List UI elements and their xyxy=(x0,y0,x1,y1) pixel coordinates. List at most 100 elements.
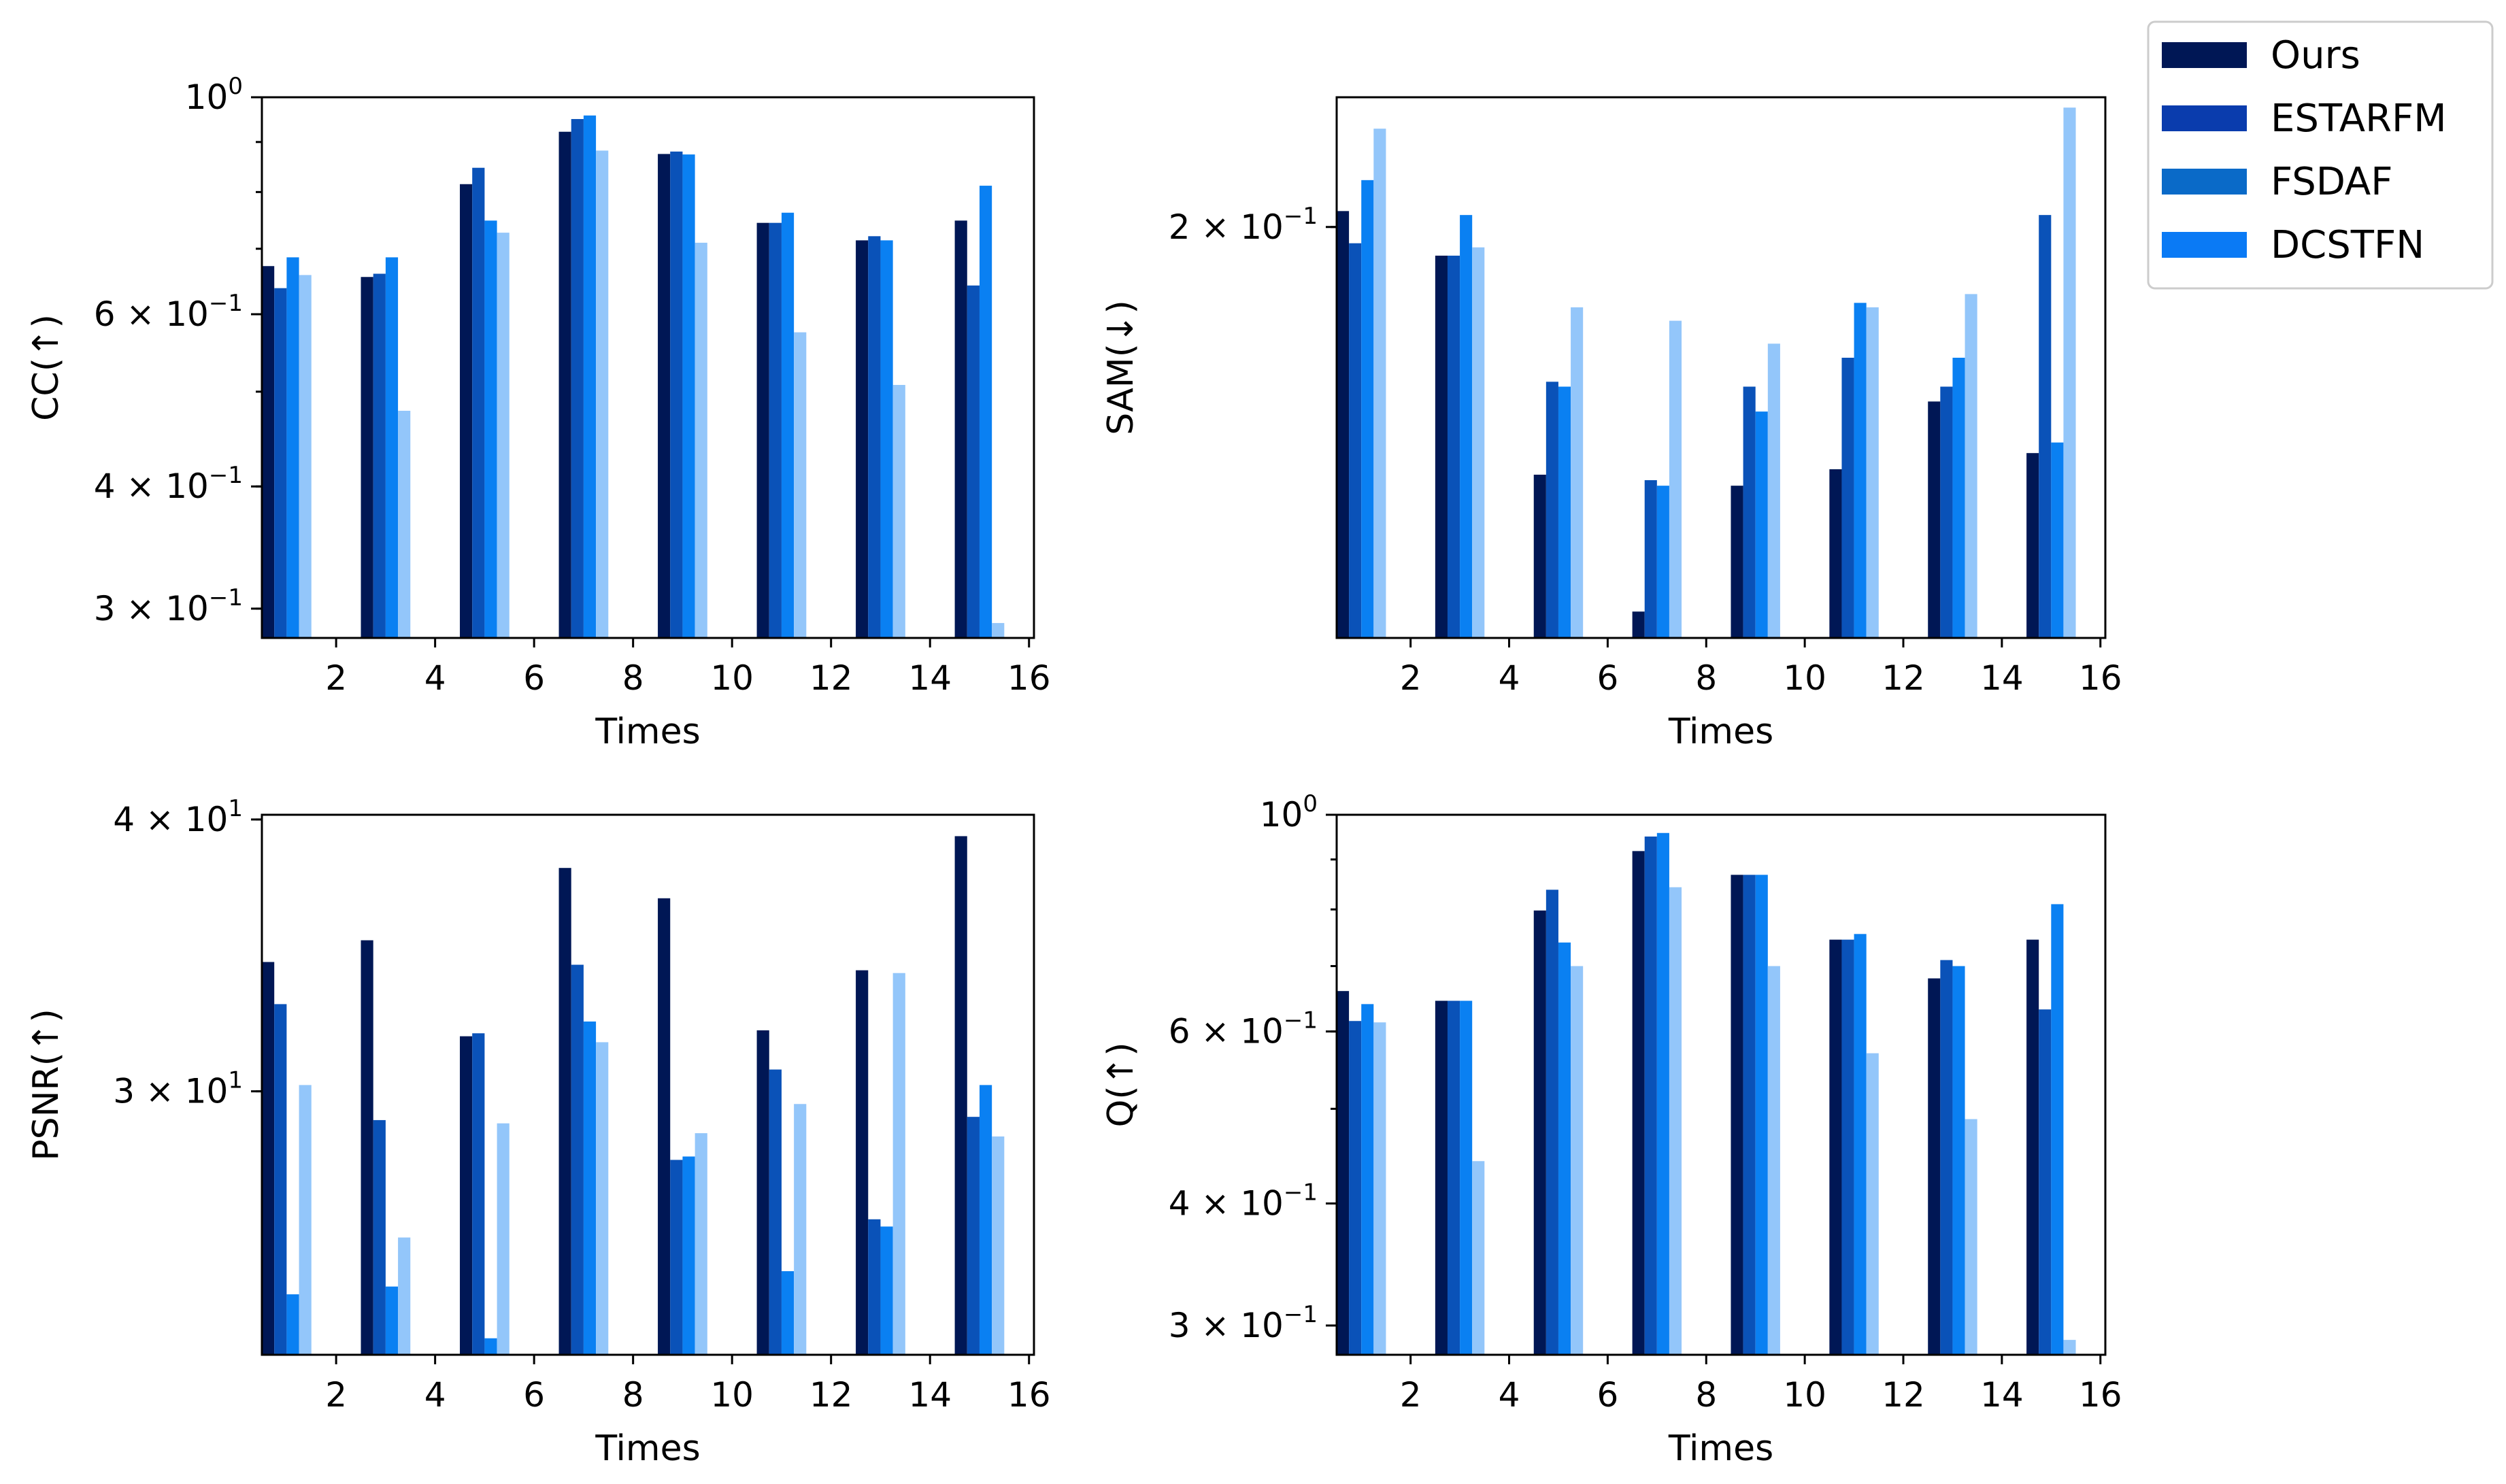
y-tick-label-psnr-0: 4 × 101 xyxy=(113,795,243,839)
bar-psnr-ours-2 xyxy=(361,940,373,1355)
y-axis-label-sam: SAM(↓) xyxy=(1101,300,1141,435)
y-tick-label-q-1: 6 × 10−1 xyxy=(1169,1007,1318,1051)
bar-q-dcstfn-1 xyxy=(1373,1022,1386,1355)
bar-q-ours-3 xyxy=(1533,910,1546,1355)
x-tick-label-cc-2: 2 xyxy=(325,658,347,698)
bar-sam-fsdaf-2 xyxy=(1460,215,1473,638)
bar-sam-dcstfn-1 xyxy=(1373,129,1386,638)
bar-q-dcstfn-7 xyxy=(1965,1119,1977,1355)
bar-psnr-ours-7 xyxy=(856,970,869,1355)
chart-q: 2 4 6 8 10 12 14 16 100 6 × 10−1 4 × 10−1 3 × 10−1 T… xyxy=(1101,790,2122,1469)
x-tick-label-cc-10: 10 xyxy=(710,658,754,698)
x-tick-label-psnr-8: 8 xyxy=(622,1375,644,1415)
bar-cc-dcstfn-1 xyxy=(299,275,312,638)
bar-sam-dcstfn-7 xyxy=(1965,294,1977,638)
bar-sam-fsdaf-6 xyxy=(1854,303,1867,638)
x-tick-label-cc-4: 4 xyxy=(424,658,446,698)
y-axis-label-cc: CC(↑) xyxy=(26,314,67,421)
bar-cc-estarfm-7 xyxy=(868,236,881,638)
x-tick-label-q-12: 12 xyxy=(1882,1375,1925,1415)
bar-psnr-ours-1 xyxy=(262,962,275,1355)
x-tick-label-sam-14: 14 xyxy=(1980,658,2024,698)
bar-psnr-dcstfn-3 xyxy=(497,1123,509,1355)
x-tick-label-sam-8: 8 xyxy=(1695,658,1717,698)
y-tick-label-q-0: 100 xyxy=(1260,790,1318,834)
chart-sam: 2 4 6 8 10 12 14 16 2 × 10−1 Times SAM(↓) xyxy=(1101,96,2122,752)
legend-swatch-estarfm xyxy=(2162,105,2247,131)
bar-cc-dcstfn-3 xyxy=(497,233,509,638)
bar-cc-ours-4 xyxy=(558,131,571,638)
bar-psnr-estarfm-1 xyxy=(274,1004,287,1355)
bar-q-fsdaf-2 xyxy=(1460,1000,1473,1355)
x-tick-label-cc-8: 8 xyxy=(622,658,644,698)
x-tick-label-q-16: 16 xyxy=(2079,1375,2122,1415)
bar-sam-ours-2 xyxy=(1435,255,1448,638)
bar-psnr-fsdaf-5 xyxy=(682,1156,695,1355)
bar-cc-estarfm-5 xyxy=(670,151,683,638)
bar-sam-dcstfn-2 xyxy=(1472,247,1485,639)
bar-q-dcstfn-2 xyxy=(1472,1161,1485,1355)
bar-psnr-ours-8 xyxy=(954,836,967,1355)
bar-q-ours-6 xyxy=(1829,939,1842,1355)
bar-psnr-ours-3 xyxy=(460,1036,473,1355)
x-tick-label-psnr-16: 16 xyxy=(1007,1375,1051,1415)
bar-psnr-fsdaf-4 xyxy=(583,1021,597,1355)
x-tick-label-psnr-2: 2 xyxy=(325,1375,347,1415)
bar-q-fsdaf-6 xyxy=(1854,934,1867,1355)
bar-psnr-dcstfn-1 xyxy=(299,1085,312,1355)
bar-q-estarfm-2 xyxy=(1447,1000,1460,1355)
bar-q-fsdaf-5 xyxy=(1755,875,1768,1355)
x-tick-label-q-4: 4 xyxy=(1499,1375,1520,1415)
chart-psnr: 2 4 6 8 10 12 14 16 4 × 101 3 × 101 Times PSNR(↑) xyxy=(26,795,1051,1469)
bar-q-estarfm-7 xyxy=(1940,960,1953,1355)
bar-sam-fsdaf-4 xyxy=(1656,486,1669,638)
bar-sam-ours-3 xyxy=(1533,474,1546,638)
x-tick-label-psnr-6: 6 xyxy=(523,1375,545,1415)
x-axis-label-psnr: Times xyxy=(595,1428,700,1469)
legend-label-estarfm: ESTARFM xyxy=(2271,97,2447,141)
bar-psnr-dcstfn-6 xyxy=(794,1104,807,1355)
bar-cc-dcstfn-8 xyxy=(992,623,1005,638)
bar-cc-fsdaf-6 xyxy=(781,212,795,638)
bar-psnr-dcstfn-4 xyxy=(596,1042,609,1355)
bar-q-estarfm-6 xyxy=(1841,939,1854,1355)
bar-cc-fsdaf-1 xyxy=(286,257,299,638)
legend-swatch-ours xyxy=(2162,42,2247,68)
x-tick-label-sam-12: 12 xyxy=(1882,658,1925,698)
bar-cc-estarfm-4 xyxy=(571,119,584,638)
bar-cc-estarfm-8 xyxy=(967,285,980,638)
bar-cc-ours-6 xyxy=(756,222,769,639)
x-tick-label-q-10: 10 xyxy=(1783,1375,1826,1415)
y-axis-label-q: Q(↑) xyxy=(1101,1042,1141,1127)
bar-sam-estarfm-4 xyxy=(1644,480,1657,638)
bar-psnr-fsdaf-1 xyxy=(286,1294,299,1355)
bar-cc-dcstfn-2 xyxy=(398,410,411,638)
bar-psnr-estarfm-3 xyxy=(472,1033,485,1355)
y-tick-label-psnr-1: 3 × 101 xyxy=(113,1067,243,1111)
bar-cc-estarfm-2 xyxy=(373,273,386,639)
bar-cc-ours-1 xyxy=(262,266,275,638)
bar-q-dcstfn-6 xyxy=(1866,1053,1879,1355)
bar-sam-fsdaf-7 xyxy=(1952,357,1965,638)
bar-sam-ours-5 xyxy=(1731,486,1743,638)
bar-sam-ours-8 xyxy=(2026,453,2039,638)
bar-psnr-ours-4 xyxy=(558,868,571,1355)
bar-cc-ours-7 xyxy=(856,240,869,638)
bar-sam-dcstfn-3 xyxy=(1571,307,1584,638)
bar-cc-dcstfn-6 xyxy=(794,332,807,638)
x-tick-label-cc-12: 12 xyxy=(809,658,853,698)
x-tick-label-q-2: 2 xyxy=(1400,1375,1422,1415)
x-tick-label-cc-14: 14 xyxy=(908,658,952,698)
bar-cc-fsdaf-4 xyxy=(583,115,597,638)
bar-sam-dcstfn-5 xyxy=(1767,343,1780,638)
legend-label-fsdaf: FSDAF xyxy=(2271,160,2392,204)
bar-cc-ours-3 xyxy=(460,184,473,639)
bar-cc-estarfm-6 xyxy=(769,222,782,639)
y-tick-label-cc-2: 4 × 10−1 xyxy=(94,462,243,506)
bar-cc-dcstfn-7 xyxy=(892,384,905,638)
x-axis-label-cc: Times xyxy=(595,711,700,752)
bar-psnr-dcstfn-5 xyxy=(695,1133,707,1355)
bar-sam-estarfm-5 xyxy=(1743,386,1756,638)
plot-frame-sam xyxy=(1335,96,2107,639)
